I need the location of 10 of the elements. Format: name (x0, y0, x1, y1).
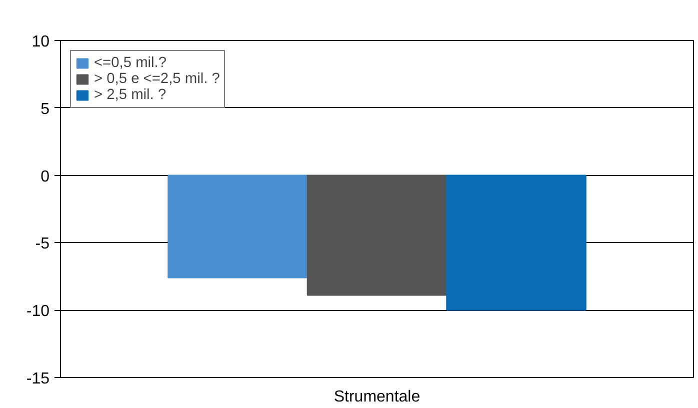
y-tick-label: -5 (35, 236, 50, 253)
y-tick-label: 0 (40, 168, 50, 186)
y-tick-label: 10 (32, 34, 50, 50)
x-tick-label: Strumentale (334, 388, 420, 406)
legend-label: > 2,5 mil. ? (94, 87, 166, 103)
legend-label: > 0,5 e <=2,5 mil. ? (94, 71, 220, 87)
y-tick-label: 5 (40, 100, 50, 118)
legend-label: <=0,5 mil.? (94, 55, 167, 71)
y-tick-label: -15 (26, 370, 50, 388)
y-tick-label: -10 (26, 303, 50, 320)
